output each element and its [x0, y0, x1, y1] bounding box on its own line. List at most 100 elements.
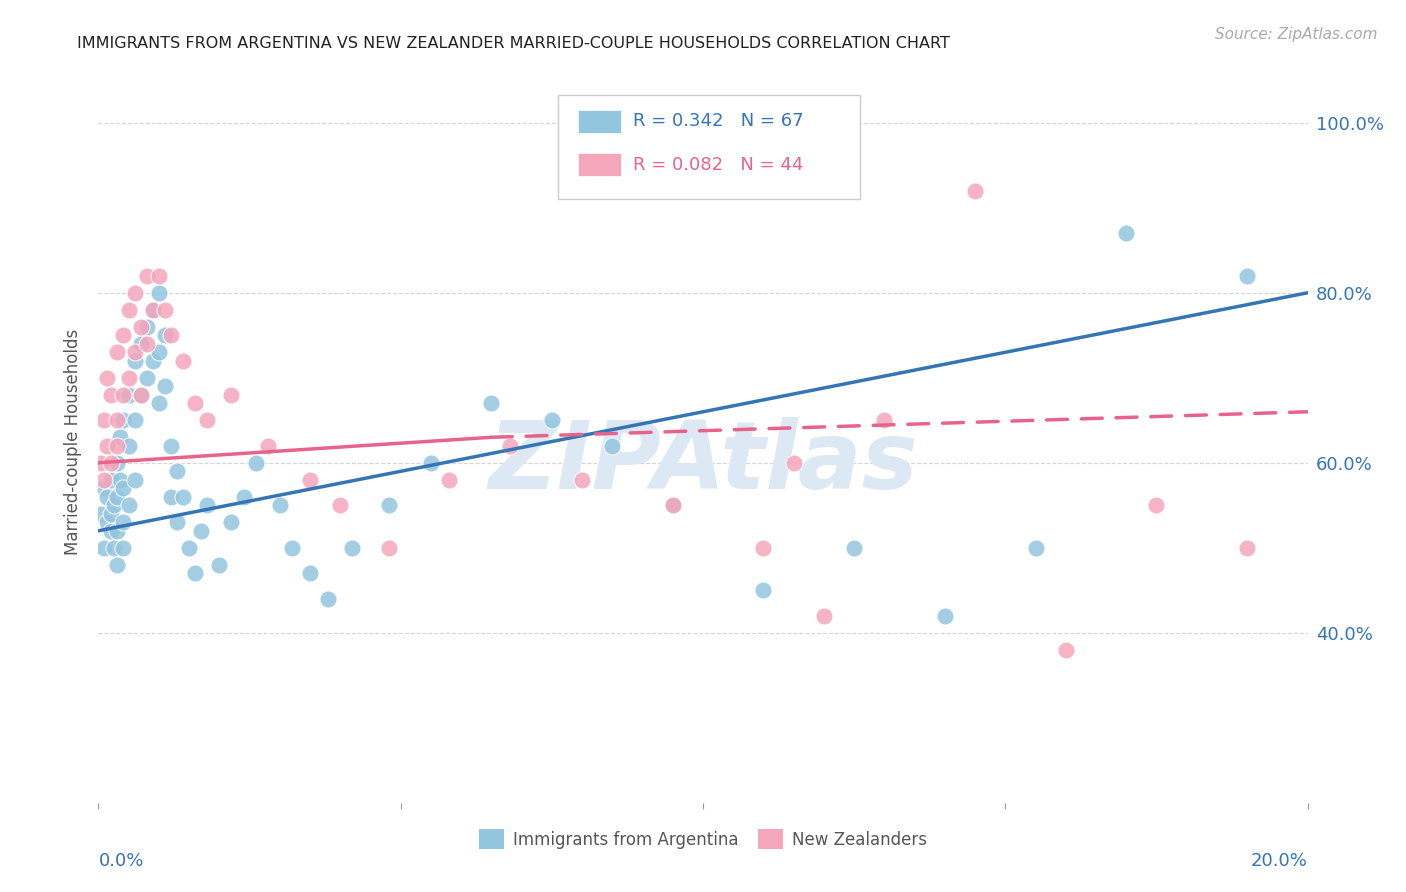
Point [111, 516, 134, 530]
Point [105, 456, 128, 470]
Point [105, 413, 128, 427]
Point [105, 439, 128, 453]
Point [844, 541, 866, 555]
Point [873, 413, 896, 427]
Point [571, 473, 593, 487]
Text: 20.0%: 20.0% [1251, 852, 1308, 870]
Point [1024, 541, 1046, 555]
Point [111, 328, 134, 343]
Point [103, 498, 125, 512]
Point [100, 388, 122, 402]
Point [93, 413, 115, 427]
Point [90, 456, 112, 470]
Point [118, 498, 141, 512]
Point [195, 498, 218, 512]
Point [103, 541, 125, 555]
Point [232, 490, 254, 504]
Point [153, 302, 176, 317]
Point [100, 507, 122, 521]
Point [118, 302, 141, 317]
Point [813, 608, 835, 623]
Point [172, 490, 194, 504]
Point [142, 302, 165, 317]
Point [184, 396, 207, 410]
Point [540, 413, 562, 427]
Point [208, 558, 231, 572]
Text: IMMIGRANTS FROM ARGENTINA VS NEW ZEALANDER MARRIED-COUPLE HOUSEHOLDS CORRELATION: IMMIGRANTS FROM ARGENTINA VS NEW ZEALAND… [77, 36, 950, 51]
Point [661, 498, 683, 512]
Point [377, 541, 399, 555]
Text: ZIPAtlas: ZIPAtlas [488, 417, 918, 509]
Point [299, 473, 322, 487]
Point [135, 336, 157, 351]
Point [142, 353, 165, 368]
Point [111, 481, 134, 495]
Point [172, 353, 194, 368]
Point [100, 456, 122, 470]
Point [160, 328, 183, 343]
Point [783, 456, 806, 470]
Point [1236, 268, 1258, 283]
Point [96, 490, 118, 504]
Point [245, 456, 267, 470]
Point [934, 608, 956, 623]
Point [498, 439, 520, 453]
Point [316, 591, 339, 606]
Point [90, 507, 112, 521]
Point [1144, 498, 1167, 512]
Point [108, 430, 131, 444]
Point [190, 524, 212, 538]
Point [269, 498, 291, 512]
Point [160, 439, 183, 453]
Point [111, 541, 134, 555]
Point [129, 319, 152, 334]
Point [195, 413, 218, 427]
Point [96, 439, 118, 453]
Point [118, 439, 141, 453]
Point [124, 473, 146, 487]
Point [93, 473, 115, 487]
FancyBboxPatch shape [558, 95, 860, 200]
Point [1054, 642, 1077, 657]
Point [1115, 227, 1137, 241]
Text: Source: ZipAtlas.com: Source: ZipAtlas.com [1215, 27, 1378, 42]
Point [118, 388, 141, 402]
Point [752, 583, 775, 598]
Point [96, 371, 118, 385]
Point [221, 388, 243, 402]
Point [93, 541, 115, 555]
Point [602, 439, 624, 453]
Point [184, 566, 207, 581]
Point [179, 541, 201, 555]
Point [965, 184, 987, 198]
Point [481, 396, 503, 410]
Y-axis label: Married-couple Households: Married-couple Households [65, 328, 83, 555]
Point [135, 268, 157, 283]
Point [105, 524, 128, 538]
Point [108, 473, 131, 487]
Point [437, 473, 460, 487]
Point [129, 388, 152, 402]
Point [111, 413, 134, 427]
Point [129, 336, 152, 351]
Point [111, 388, 134, 402]
Point [124, 285, 146, 300]
Point [142, 302, 165, 317]
Point [105, 558, 128, 572]
Legend: Immigrants from Argentina, New Zealanders: Immigrants from Argentina, New Zealander… [472, 822, 934, 856]
Point [299, 566, 322, 581]
Point [100, 524, 122, 538]
Point [148, 285, 170, 300]
Point [153, 328, 176, 343]
Point [96, 516, 118, 530]
Point [377, 498, 399, 512]
Point [118, 371, 141, 385]
Point [93, 481, 115, 495]
Point [1236, 541, 1258, 555]
Point [153, 379, 176, 393]
FancyBboxPatch shape [578, 153, 621, 177]
Point [420, 456, 443, 470]
Point [148, 268, 170, 283]
Point [752, 541, 775, 555]
Text: 0.0%: 0.0% [98, 852, 143, 870]
